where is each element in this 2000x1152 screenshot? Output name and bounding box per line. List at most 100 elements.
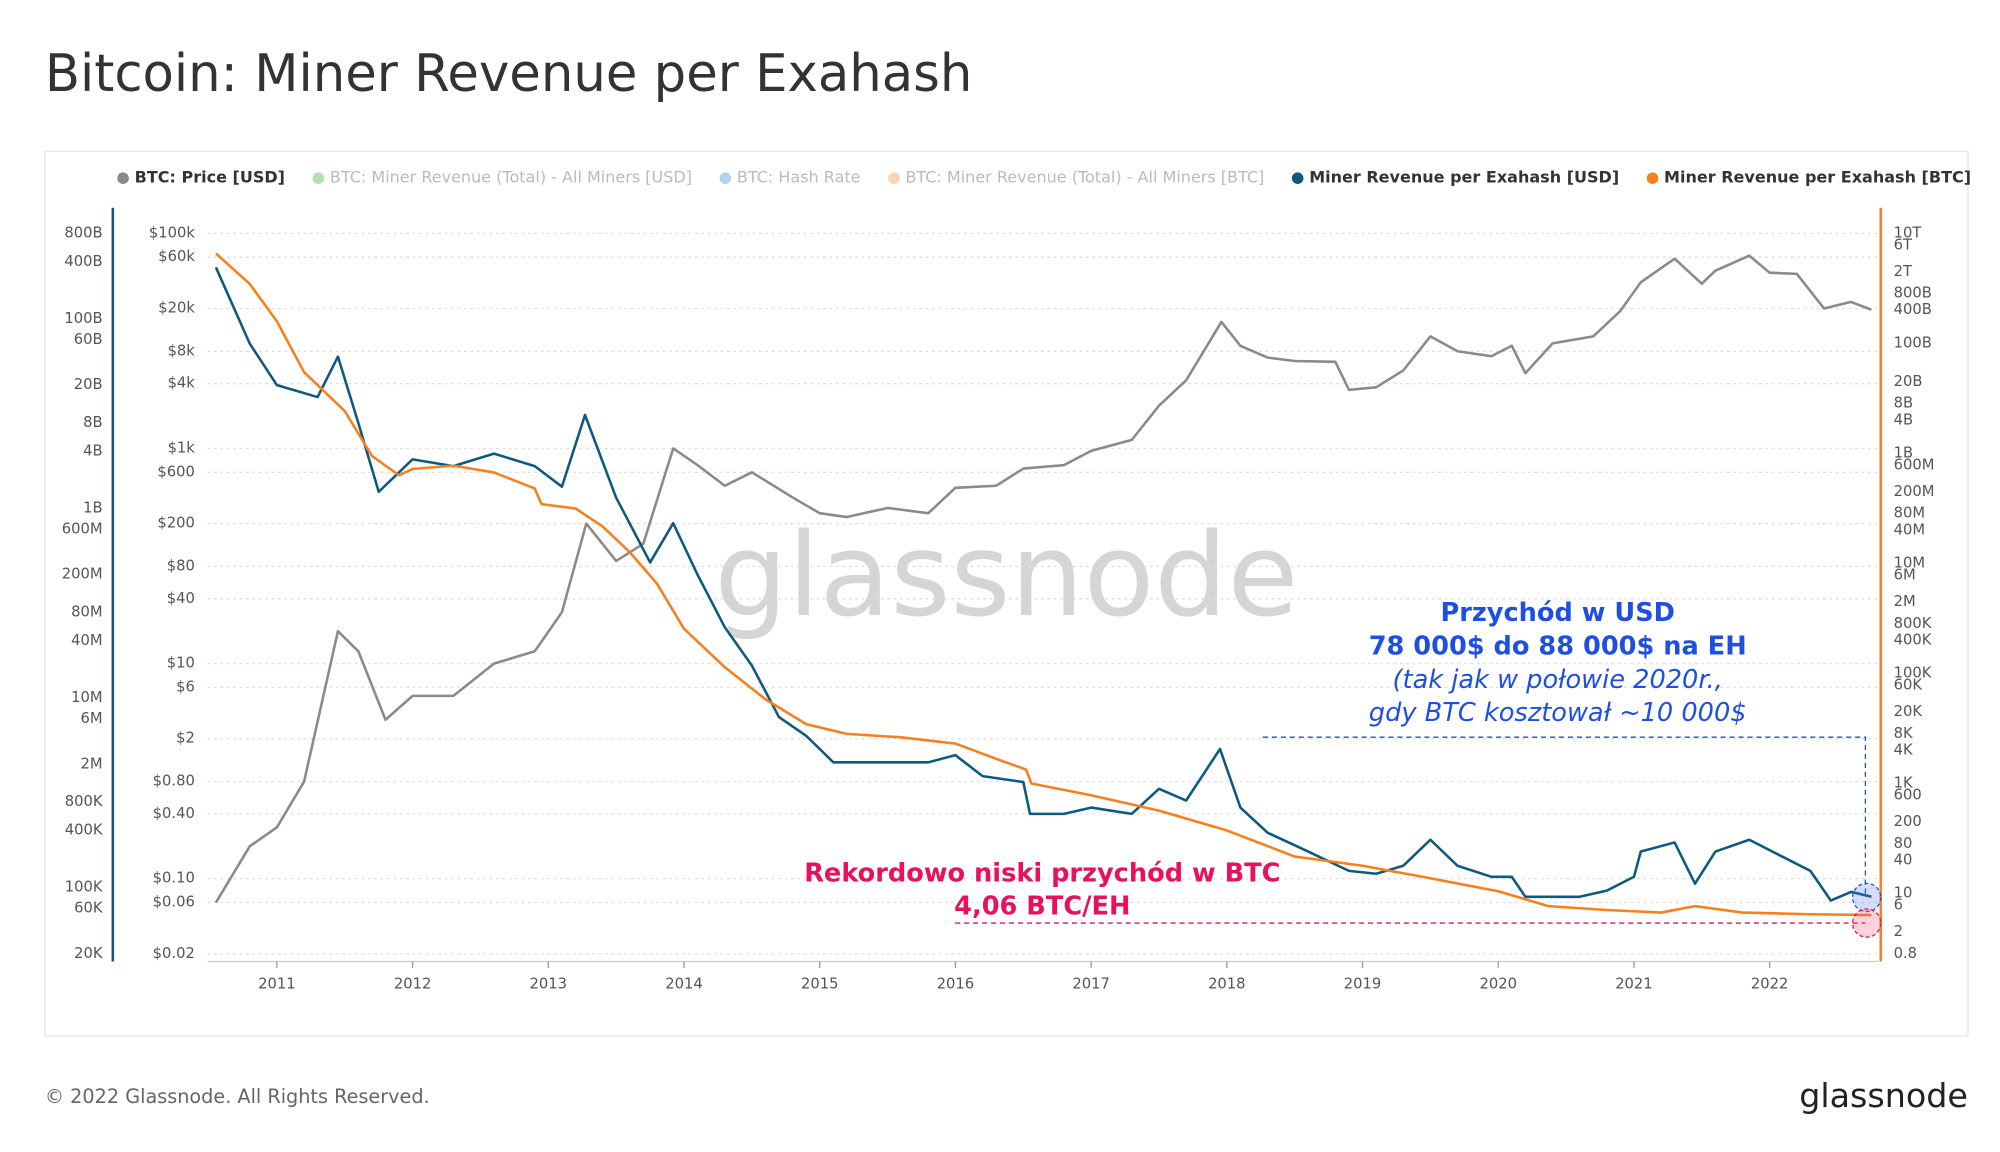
y-tick-label: 20B (1894, 373, 1923, 390)
logo: glassnode (1799, 1076, 1968, 1115)
y-tick-label: 10T (1894, 224, 1923, 241)
y-tick-label: $6 (176, 678, 195, 695)
watermark: glassnode (714, 509, 1298, 643)
legend-label[interactable]: BTC: Price [USD] (135, 168, 285, 187)
annotation: (tak jak w połowie 2020r., (1393, 665, 1723, 695)
y-tick-label: 400K (65, 822, 103, 839)
y-tick-label: 4K (1894, 741, 1913, 758)
y-tick-label: 80M (71, 603, 102, 620)
y-tick-label: 800K (65, 793, 103, 810)
legend-label[interactable]: BTC: Hash Rate (737, 168, 861, 187)
y-tick-label: 4B (83, 442, 102, 459)
y-tick-label: 8K (1894, 725, 1913, 742)
series-line (215, 252, 1872, 917)
y-tick-label: 800B (64, 224, 102, 241)
y-tick-label: $10 (167, 655, 195, 672)
y-tick-label: 6 (1894, 897, 1903, 914)
y-tick-label: 800K (1894, 615, 1932, 632)
y-tick-label: $0.06 (153, 894, 195, 911)
x-tick-label: 2022 (1751, 976, 1789, 993)
y-tick-label: 2 (1894, 923, 1903, 940)
y-tick-label: $4k (168, 375, 196, 392)
y-tick-label: $200 (157, 515, 195, 532)
y-tick-label: 2M (80, 755, 102, 772)
y-tick-label: 800B (1894, 285, 1932, 302)
y-tick-label: 10M (71, 689, 102, 706)
annotation: Rekordowo niski przychód w BTC (804, 858, 1280, 888)
legend-marker[interactable] (117, 172, 129, 184)
y-tick-label: 100B (64, 310, 102, 327)
plot (207, 232, 1879, 955)
y-tick-label: 80M (1894, 505, 1925, 522)
legend-label[interactable]: BTC: Miner Revenue (Total) - All Miners … (330, 168, 692, 187)
y-tick-label: $0.02 (153, 945, 195, 962)
chart-title: Bitcoin: Miner Revenue per Exahash (45, 44, 973, 104)
y-tick-label: $60k (158, 248, 195, 265)
x-tick-label: 2013 (530, 976, 568, 993)
y-tick-label: 6M (80, 710, 102, 727)
y-tick-label: $8k (168, 342, 196, 359)
legend-marker[interactable] (1291, 172, 1304, 184)
highlight (1851, 908, 1882, 938)
y-tick-label: 200M (62, 566, 103, 583)
y-tick-label: $0.80 (153, 773, 195, 790)
y-tick-label: $2 (176, 730, 195, 747)
legend-marker[interactable] (719, 172, 732, 184)
legend-label[interactable]: Miner Revenue per Exahash [USD] (1309, 168, 1619, 187)
y-tick-label: 10 (1894, 885, 1913, 902)
legend-marker[interactable] (312, 172, 325, 184)
x-tick-label: 2020 (1479, 976, 1517, 993)
legend: BTC: Price [USD] BTC: Miner Revenue (Tota… (117, 168, 1971, 187)
x-tick-label: 2019 (1344, 976, 1382, 993)
y-tick-label: 100K (1894, 664, 1932, 681)
y-tick-label: 400K (1894, 631, 1932, 648)
y-tick-label: 60K (74, 900, 103, 917)
y-tick-label: 20K (74, 945, 103, 962)
y-tick-label: 100K (65, 879, 103, 896)
x-tick-label: 2015 (801, 976, 839, 993)
y-tick-label: 600M (1894, 457, 1935, 474)
y-tick-label: 2M (1894, 593, 1916, 610)
annotation-line (1262, 736, 1867, 898)
legend-marker[interactable] (888, 172, 900, 184)
y-tick-label: 1B (1894, 444, 1913, 461)
annotation: 4,06 BTC/EH (954, 892, 1130, 922)
y-tick-label: 1K (1894, 774, 1913, 791)
chart-frame (44, 150, 1969, 1037)
y-tick-label: 1B (83, 499, 102, 516)
series-line (214, 266, 1872, 902)
y-tick-label: 60B (74, 331, 103, 348)
legend-marker[interactable] (1646, 172, 1659, 184)
x-tick-label: 2021 (1615, 976, 1653, 993)
y-tick-label: 20B (74, 376, 103, 393)
y-tick-label: $1k (168, 439, 196, 456)
y-tick-label: 0.8 (1894, 945, 1917, 962)
y-tick-label: 40M (71, 632, 102, 649)
y-tick-label: 20K (1894, 703, 1923, 720)
annotation: gdy BTC kosztował ~10 000$ (1369, 698, 1747, 728)
y-tick-label: 10M (1894, 554, 1925, 571)
y-tick-label: 2T (1894, 263, 1913, 280)
x-tick-label: 2014 (665, 976, 703, 993)
y-tick-label: 40M (1894, 521, 1925, 538)
y-tick-label: 80 (1894, 835, 1913, 852)
y-tick-label: 400B (64, 253, 102, 270)
legend-label[interactable]: BTC: Miner Revenue (Total) - All Miners … (905, 168, 1264, 187)
y-tick-label: 200 (1894, 813, 1922, 830)
legend-label[interactable]: Miner Revenue per Exahash [BTC] (1664, 168, 1971, 187)
y-tick-label: 200M (1894, 483, 1935, 500)
y-tick-label: $600 (157, 463, 195, 480)
y-tick-label: $0.10 (153, 870, 195, 887)
y-tick-label: 100B (1894, 334, 1932, 351)
x-tick-label: 2018 (1208, 976, 1246, 993)
series-line (214, 254, 1872, 904)
y-tick-label: 6M (1894, 567, 1916, 584)
x-tick-label: 2017 (1072, 976, 1110, 993)
annotation: Przychód w USD (1440, 598, 1674, 628)
x-tick-label: 2012 (394, 976, 432, 993)
highlight (1851, 882, 1882, 913)
y-tick-label: 4B (1894, 411, 1913, 428)
y-tick-label: 6T (1894, 237, 1913, 254)
